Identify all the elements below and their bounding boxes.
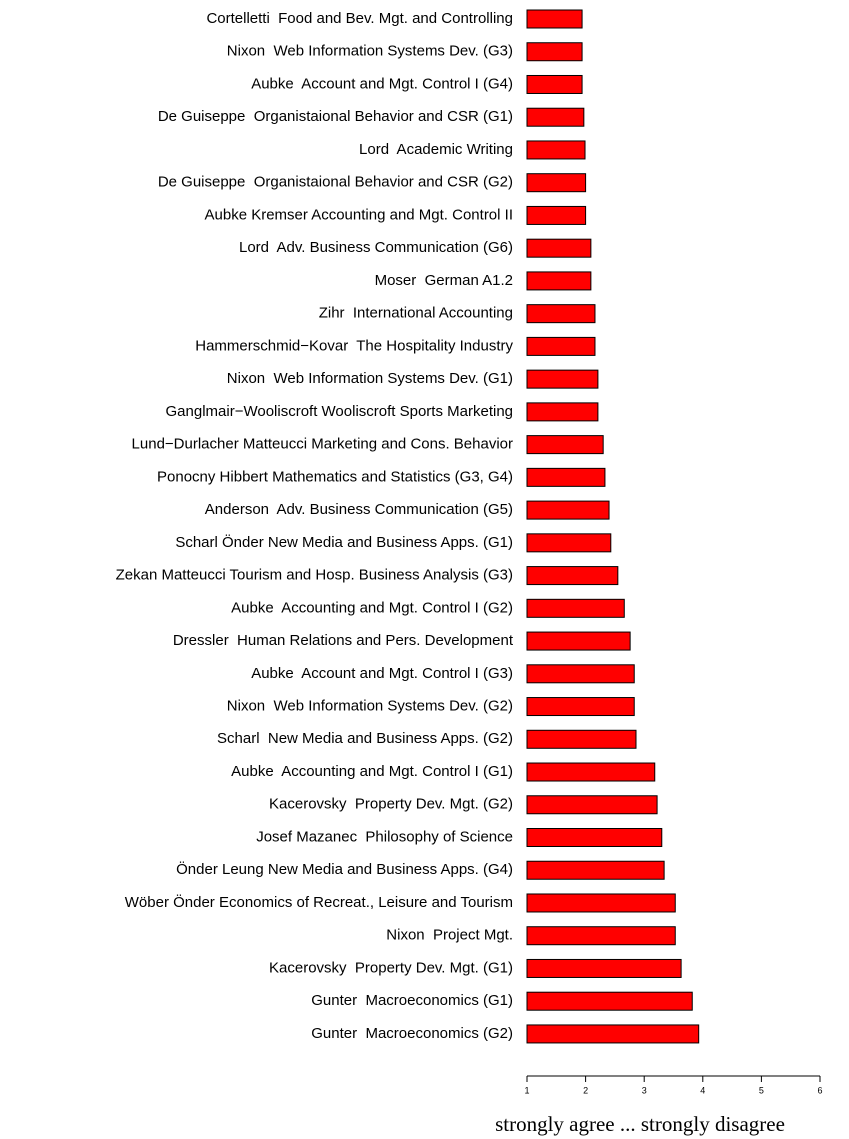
bar bbox=[526, 304, 596, 324]
x-axis-label: strongly agree ... strongly disagree bbox=[495, 1112, 785, 1136]
bar bbox=[526, 958, 682, 978]
bar bbox=[526, 74, 583, 94]
bar bbox=[526, 598, 625, 618]
y-tick-label: Nixon Web Information Systems Dev. (G1) bbox=[227, 370, 513, 387]
bar bbox=[526, 664, 635, 684]
y-tick-label: Scharl Önder New Media and Business Apps… bbox=[175, 533, 513, 551]
x-tick-label: 2 bbox=[583, 1085, 588, 1095]
y-tick-label: Aubke Account and Mgt. Control I (G4) bbox=[251, 75, 513, 92]
y-tick-label: Josef Mazanec Philosophy of Science bbox=[256, 828, 513, 845]
y-tick-label: Lund−Durlacher Matteucci Marketing and C… bbox=[132, 436, 513, 453]
y-tick-label: Gunter Macroeconomics (G2) bbox=[311, 1025, 513, 1042]
bar bbox=[526, 9, 583, 29]
bar bbox=[526, 926, 676, 946]
bar bbox=[526, 238, 592, 258]
y-tick-label: Wöber Önder Economics of Recreat., Leisu… bbox=[125, 893, 513, 911]
y-tick-label: Cortelletti Food and Bev. Mgt. and Contr… bbox=[206, 10, 513, 27]
x-tick-label: 3 bbox=[642, 1085, 647, 1095]
bar bbox=[526, 435, 604, 455]
bar bbox=[526, 729, 637, 749]
y-tick-label: Kacerovsky Property Dev. Mgt. (G2) bbox=[269, 796, 513, 813]
x-tick-label: 4 bbox=[700, 1085, 705, 1095]
y-tick-label: Nixon Project Mgt. bbox=[386, 927, 513, 944]
y-tick-label: Moser German A1.2 bbox=[375, 272, 513, 289]
x-tick-label: 1 bbox=[524, 1085, 529, 1095]
y-tick-label: Gunter Macroeconomics (G1) bbox=[311, 992, 513, 1009]
y-tick-label: De Guiseppe Organistaional Behavior and … bbox=[158, 174, 513, 191]
bar bbox=[526, 762, 656, 782]
bar bbox=[526, 369, 599, 389]
bar bbox=[526, 697, 635, 717]
bar bbox=[526, 566, 619, 586]
y-tick-label: Lord Adv. Business Communication (G6) bbox=[239, 239, 513, 256]
bar bbox=[526, 402, 599, 422]
x-tick-label: 5 bbox=[759, 1085, 764, 1095]
bar bbox=[526, 500, 610, 520]
y-tick-label: Nixon Web Information Systems Dev. (G2) bbox=[227, 698, 513, 715]
bar bbox=[526, 533, 612, 553]
y-tick-label: Ganglmair−Wooliscroft Wooliscroft Sports… bbox=[166, 403, 513, 420]
y-tick-label: Scharl New Media and Business Apps. (G2) bbox=[217, 730, 513, 747]
bar bbox=[526, 205, 587, 225]
bar bbox=[526, 1024, 700, 1044]
y-tick-label: Ponocny Hibbert Mathematics and Statisti… bbox=[157, 468, 513, 485]
x-tick-label: 6 bbox=[817, 1085, 822, 1095]
y-tick-label: Aubke Accounting and Mgt. Control I (G1) bbox=[231, 763, 513, 780]
y-tick-label: Dressler Human Relations and Pers. Devel… bbox=[173, 632, 514, 649]
y-tick-label: Lord Academic Writing bbox=[359, 141, 513, 158]
bar bbox=[526, 42, 583, 62]
y-tick-label: Nixon Web Information Systems Dev. (G3) bbox=[227, 43, 513, 60]
y-tick-label: Aubke Account and Mgt. Control I (G3) bbox=[251, 665, 513, 682]
y-tick-label: Anderson Adv. Business Communication (G5… bbox=[205, 501, 513, 518]
bar bbox=[526, 467, 606, 487]
y-tick-label: Önder Leung New Media and Business Apps.… bbox=[176, 860, 513, 878]
bar bbox=[526, 140, 586, 160]
bar bbox=[526, 893, 676, 913]
bar bbox=[526, 795, 658, 815]
y-tick-label: Zihr International Accounting bbox=[319, 305, 513, 322]
y-tick-label: Hammerschmid−Kovar The Hospitality Indus… bbox=[195, 337, 513, 354]
y-tick-label: Zekan Matteucci Tourism and Hosp. Busine… bbox=[116, 567, 513, 584]
bar bbox=[526, 336, 596, 356]
bar bbox=[526, 107, 585, 127]
y-tick-label: De Guiseppe Organistaional Behavior and … bbox=[158, 108, 513, 125]
bar bbox=[526, 631, 631, 651]
y-tick-label: Aubke Accounting and Mgt. Control I (G2) bbox=[231, 599, 513, 616]
bar bbox=[526, 173, 587, 193]
bar bbox=[526, 991, 693, 1011]
y-tick-label: Aubke Kremser Accounting and Mgt. Contro… bbox=[205, 206, 514, 223]
bar bbox=[526, 828, 663, 847]
y-tick-label: Kacerovsky Property Dev. Mgt. (G1) bbox=[269, 959, 513, 976]
bar bbox=[526, 860, 665, 880]
bar bbox=[526, 271, 592, 291]
